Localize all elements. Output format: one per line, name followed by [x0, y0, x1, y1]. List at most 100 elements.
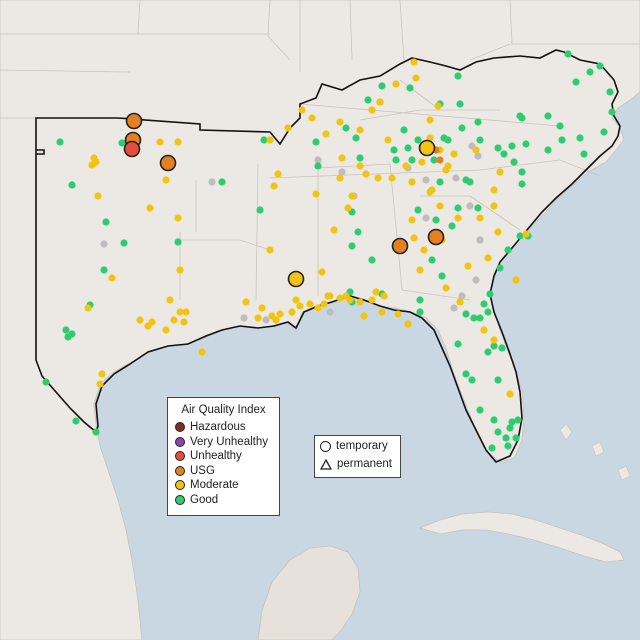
station-marker-moderate[interactable] [426, 116, 434, 124]
station-marker-moderate[interactable] [436, 202, 444, 210]
station-marker-good[interactable] [500, 150, 508, 158]
station-marker-good[interactable] [368, 256, 376, 264]
station-marker-good[interactable] [102, 218, 110, 226]
station-marker-good[interactable] [414, 206, 422, 214]
station-marker-good[interactable] [118, 139, 126, 147]
station-marker-moderate[interactable] [174, 138, 182, 146]
station-marker-moderate[interactable] [388, 174, 396, 182]
station-marker-good[interactable] [406, 84, 414, 92]
station-marker-good[interactable] [470, 314, 478, 322]
station-marker-good[interactable] [476, 136, 484, 144]
station-marker-good[interactable] [544, 146, 552, 154]
station-marker-moderate[interactable] [308, 114, 316, 122]
station-marker-good[interactable] [454, 204, 462, 212]
station-marker-good[interactable] [356, 154, 364, 162]
station-marker-good[interactable] [218, 178, 226, 186]
station-marker-moderate[interactable] [84, 304, 92, 312]
station-marker-moderate[interactable] [274, 170, 282, 178]
station-marker-good[interactable] [314, 162, 322, 170]
station-marker-good[interactable] [312, 138, 320, 146]
station-marker-good[interactable] [496, 264, 504, 272]
station-marker-moderate[interactable] [372, 288, 380, 296]
station-marker-good[interactable] [256, 206, 264, 214]
station-marker-good[interactable] [454, 72, 462, 80]
station-marker-good[interactable] [484, 348, 492, 356]
station-marker-moderate[interactable] [336, 118, 344, 126]
station-marker-good[interactable] [494, 376, 502, 384]
station-marker-moderate[interactable] [512, 276, 520, 284]
station-marker-moderate[interactable] [360, 312, 368, 320]
station-marker-good[interactable] [556, 122, 564, 130]
station-marker-moderate[interactable] [322, 130, 330, 138]
station-marker-good[interactable] [404, 144, 412, 152]
station-marker-good[interactable] [436, 178, 444, 186]
station-marker-good[interactable] [572, 78, 580, 86]
station-marker-good[interactable] [342, 124, 350, 132]
station-marker-moderate[interactable] [176, 266, 184, 274]
station-marker-moderate[interactable] [296, 302, 304, 310]
station-marker-moderate[interactable] [144, 322, 152, 330]
station-marker-moderate[interactable] [384, 136, 392, 144]
station-marker-nodata[interactable] [422, 214, 430, 222]
station-marker-good[interactable] [586, 68, 594, 76]
station-marker-nodata[interactable] [208, 178, 216, 186]
station-marker-moderate[interactable] [476, 214, 484, 222]
station-marker-good[interactable] [502, 434, 510, 442]
station-marker-large-usg[interactable] [427, 228, 445, 246]
station-marker-moderate[interactable] [490, 202, 498, 210]
station-marker-good[interactable] [352, 134, 360, 142]
station-marker-good[interactable] [462, 310, 470, 318]
station-marker-moderate[interactable] [494, 228, 502, 236]
station-marker-good[interactable] [480, 300, 488, 308]
station-marker-good[interactable] [468, 376, 476, 384]
station-marker-moderate[interactable] [402, 162, 410, 170]
station-marker-moderate[interactable] [522, 230, 530, 238]
station-marker-good[interactable] [100, 266, 108, 274]
station-marker-moderate[interactable] [272, 316, 280, 324]
station-marker-good[interactable] [462, 176, 470, 184]
station-marker-good[interactable] [488, 444, 496, 452]
station-marker-moderate[interactable] [182, 308, 190, 316]
station-marker-moderate[interactable] [408, 178, 416, 186]
station-marker-good[interactable] [454, 340, 462, 348]
station-marker-good[interactable] [580, 150, 588, 158]
station-marker-moderate[interactable] [198, 348, 206, 356]
station-marker-nodata[interactable] [240, 314, 248, 322]
station-marker-good[interactable] [504, 246, 512, 254]
station-marker-moderate[interactable] [170, 316, 178, 324]
station-marker-good[interactable] [458, 124, 466, 132]
station-marker-moderate[interactable] [98, 370, 106, 378]
station-marker-good[interactable] [576, 134, 584, 142]
station-marker-moderate[interactable] [336, 174, 344, 182]
station-marker-moderate[interactable] [330, 226, 338, 234]
station-marker-moderate[interactable] [490, 336, 498, 344]
station-marker-moderate[interactable] [456, 298, 464, 306]
station-marker-good[interactable] [606, 88, 614, 96]
station-marker-nodata[interactable] [474, 152, 482, 160]
station-marker-moderate[interactable] [506, 390, 514, 398]
station-marker-moderate[interactable] [376, 98, 384, 106]
station-marker-moderate[interactable] [464, 262, 472, 270]
station-marker-good[interactable] [62, 326, 70, 334]
station-marker-large-moderate[interactable] [287, 270, 305, 288]
station-marker-moderate[interactable] [344, 204, 352, 212]
station-marker-good[interactable] [348, 242, 356, 250]
station-marker-moderate[interactable] [368, 296, 376, 304]
station-marker-moderate[interactable] [162, 326, 170, 334]
station-marker-good[interactable] [512, 434, 520, 442]
station-marker-good[interactable] [544, 112, 552, 120]
station-marker-good[interactable] [400, 126, 408, 134]
station-marker-good[interactable] [494, 144, 502, 152]
station-marker-moderate[interactable] [410, 234, 418, 242]
station-marker-good[interactable] [72, 417, 80, 425]
station-marker-moderate[interactable] [356, 298, 364, 306]
station-marker-good[interactable] [438, 272, 446, 280]
station-marker-good[interactable] [378, 82, 386, 90]
station-marker-moderate[interactable] [338, 154, 346, 162]
station-marker-good[interactable] [494, 428, 502, 436]
station-marker-nodata[interactable] [450, 304, 458, 312]
station-marker-good[interactable] [476, 314, 484, 322]
station-marker-moderate[interactable] [348, 192, 356, 200]
station-marker-nodata[interactable] [458, 292, 466, 300]
station-marker-nodata[interactable] [100, 240, 108, 248]
